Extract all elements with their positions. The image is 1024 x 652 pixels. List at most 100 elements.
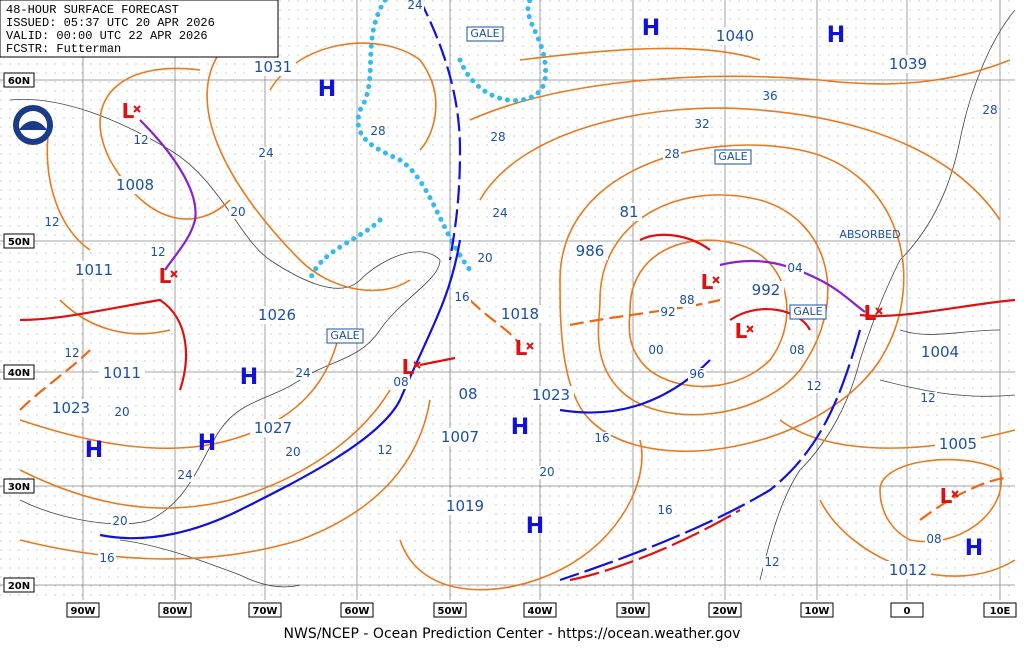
isobar-label: 28 xyxy=(370,124,385,138)
isobar-label-box xyxy=(491,207,509,220)
pressure-box xyxy=(254,306,300,324)
isobar-label: 88 xyxy=(679,293,694,307)
low-center: L xyxy=(159,264,172,288)
isobar-label-box xyxy=(593,432,611,445)
isobar-label: 08 xyxy=(926,532,941,546)
central-pressure: 1019 xyxy=(446,497,484,515)
low-marker xyxy=(170,270,178,278)
warning-label: GALE xyxy=(718,150,747,163)
isobar-label: 12 xyxy=(133,133,148,147)
isobar-label-box xyxy=(369,125,387,138)
isobar-label: 32 xyxy=(694,117,709,131)
isobar-label: 24 xyxy=(177,468,192,482)
central-pressure: 1011 xyxy=(75,261,113,279)
central-pressure: 1011 xyxy=(103,364,141,382)
isobar-label-box xyxy=(406,0,424,12)
pressure-box xyxy=(616,203,642,221)
isobar-label: 20 xyxy=(112,514,127,528)
pressure-box xyxy=(99,364,145,382)
isobar-label: 12 xyxy=(64,346,79,360)
isobar-label-box xyxy=(113,406,131,419)
warning-box xyxy=(714,149,752,165)
high-center: H xyxy=(642,16,660,41)
lat-label: 40N xyxy=(8,368,30,379)
central-pressure: 1031 xyxy=(254,58,292,76)
central-pressure: 1040 xyxy=(716,27,754,45)
pressure-box xyxy=(712,27,758,45)
lat-label-box xyxy=(3,72,35,88)
lon-label-box xyxy=(66,602,100,618)
isobar-label-box xyxy=(392,376,410,389)
pressure-box xyxy=(528,386,574,404)
central-pressure: 1027 xyxy=(254,419,292,437)
lon-label-box xyxy=(523,602,557,618)
isobar-label-box xyxy=(453,291,471,304)
low-center: L xyxy=(940,484,953,508)
isobar-label: 12 xyxy=(806,379,821,393)
lon-label: 10W xyxy=(805,606,830,617)
isobar-label-box xyxy=(659,306,677,319)
isobar-label-box xyxy=(43,216,61,229)
lon-label: 20W xyxy=(713,606,738,617)
lat-label: 20N xyxy=(8,581,30,592)
isobar-label: 12 xyxy=(764,555,779,569)
pressure-box xyxy=(572,242,608,260)
lon-label: 60W xyxy=(345,606,370,617)
lon-label-box xyxy=(433,602,467,618)
pressure-box xyxy=(437,428,483,446)
high-center: H xyxy=(965,536,983,561)
isobar-label-box xyxy=(805,380,823,393)
low-marker xyxy=(746,325,754,333)
isobar-label-box xyxy=(656,504,674,517)
pressure-box xyxy=(748,281,784,299)
noaa-logo xyxy=(13,105,53,145)
low-marker xyxy=(413,361,421,369)
lon-label: 50W xyxy=(438,606,463,617)
header-forecaster: FCSTR: Futterman xyxy=(6,42,121,56)
isobar-label-box xyxy=(688,368,706,381)
central-pressure: 08 xyxy=(458,385,477,403)
isobar-label: 92 xyxy=(660,305,675,319)
isobar-label-box xyxy=(919,392,937,405)
isobar-label-box xyxy=(538,466,556,479)
isobar-label: 24 xyxy=(295,366,310,380)
isobar-label: 12 xyxy=(150,245,165,259)
isobar-label: 24 xyxy=(407,0,422,12)
isobar-label-box xyxy=(788,344,806,357)
isobar-label-box xyxy=(693,118,711,131)
header-valid: VALID: 00:00 UTC 22 APR 2026 xyxy=(6,29,208,43)
central-pressure: 1039 xyxy=(889,55,927,73)
isobar-label: 12 xyxy=(920,391,935,405)
low-center: L xyxy=(122,99,135,123)
isobar-label-box xyxy=(176,469,194,482)
isobar-label-box xyxy=(376,444,394,457)
low-marker xyxy=(951,490,959,498)
lon-label-box xyxy=(340,602,374,618)
high-center: H xyxy=(240,365,258,390)
high-center: H xyxy=(318,77,336,102)
isobar-label: 12 xyxy=(377,443,392,457)
central-pressure: 1018 xyxy=(501,305,539,323)
label-strip xyxy=(0,600,1024,622)
isobar-label: 20 xyxy=(114,405,129,419)
pressure-box xyxy=(71,261,117,279)
lat-label-box xyxy=(3,364,35,380)
lon-label: 30W xyxy=(621,606,646,617)
central-pressure: 1008 xyxy=(116,176,154,194)
isobar-label-box xyxy=(663,148,681,161)
isobar-label: 12 xyxy=(44,215,59,229)
lat-label-box xyxy=(3,577,35,593)
isobar-label-box xyxy=(284,446,302,459)
low-marker xyxy=(526,342,534,350)
lon-label-box xyxy=(708,602,742,618)
high-center: H xyxy=(827,23,845,48)
lon-label: 40W xyxy=(528,606,553,617)
isobar-label: 16 xyxy=(454,290,469,304)
lat-label-box xyxy=(3,478,35,494)
pressure-box xyxy=(885,561,931,579)
central-pressure: 992 xyxy=(752,281,781,299)
pressure-box xyxy=(250,419,296,437)
central-pressure: 1026 xyxy=(258,306,296,324)
lon-label: 80W xyxy=(163,606,188,617)
isobar-label-box xyxy=(763,556,781,569)
